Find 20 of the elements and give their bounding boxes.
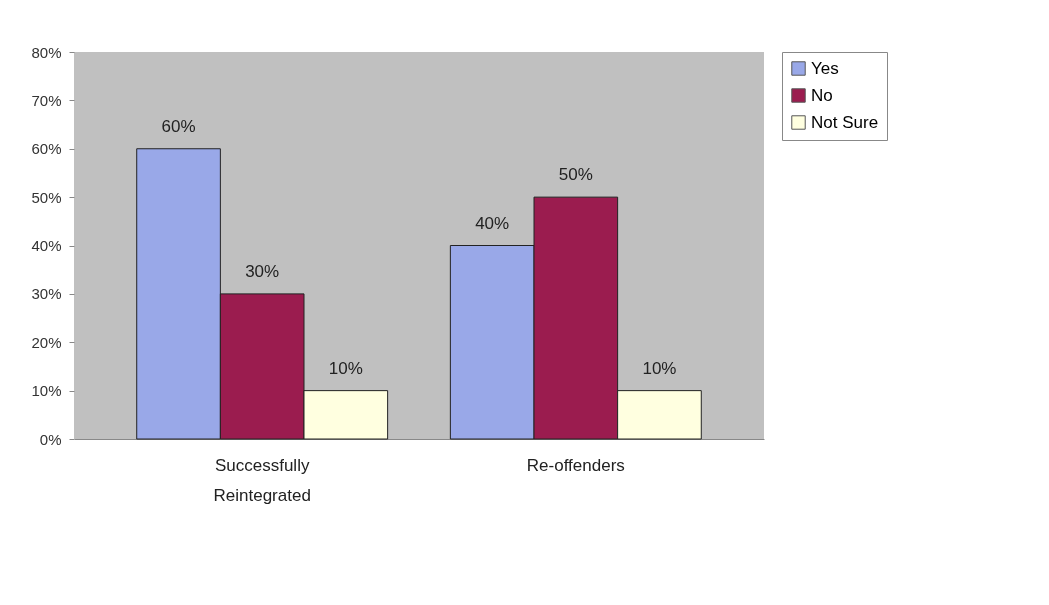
y-tick-label: 40% <box>31 237 62 254</box>
legend-label: Yes <box>811 58 839 78</box>
data-label: 10% <box>642 358 677 378</box>
x-tick-label: Successfully Reintegrated <box>213 455 311 505</box>
legend-label: Not Sure <box>811 112 879 132</box>
y-tick-label: 50% <box>31 188 62 206</box>
y-tick-label: 0% <box>39 430 62 448</box>
x-tick-label: Re-offenders <box>526 455 625 475</box>
y-tick-label: 10% <box>31 382 62 400</box>
data-label: 60% <box>161 116 196 136</box>
y-tick-label: 70% <box>31 91 62 109</box>
data-label: 10% <box>328 358 363 378</box>
y-tick-label: 20% <box>31 333 62 351</box>
data-label: 40% <box>475 213 510 233</box>
data-label: 30% <box>245 261 280 281</box>
y-tick-label: 60% <box>31 140 62 158</box>
legend-label: No <box>811 85 833 105</box>
y-tick-label: 30% <box>31 285 62 303</box>
y-tick-label: 80% <box>31 43 62 61</box>
data-label: 50% <box>558 165 593 185</box>
